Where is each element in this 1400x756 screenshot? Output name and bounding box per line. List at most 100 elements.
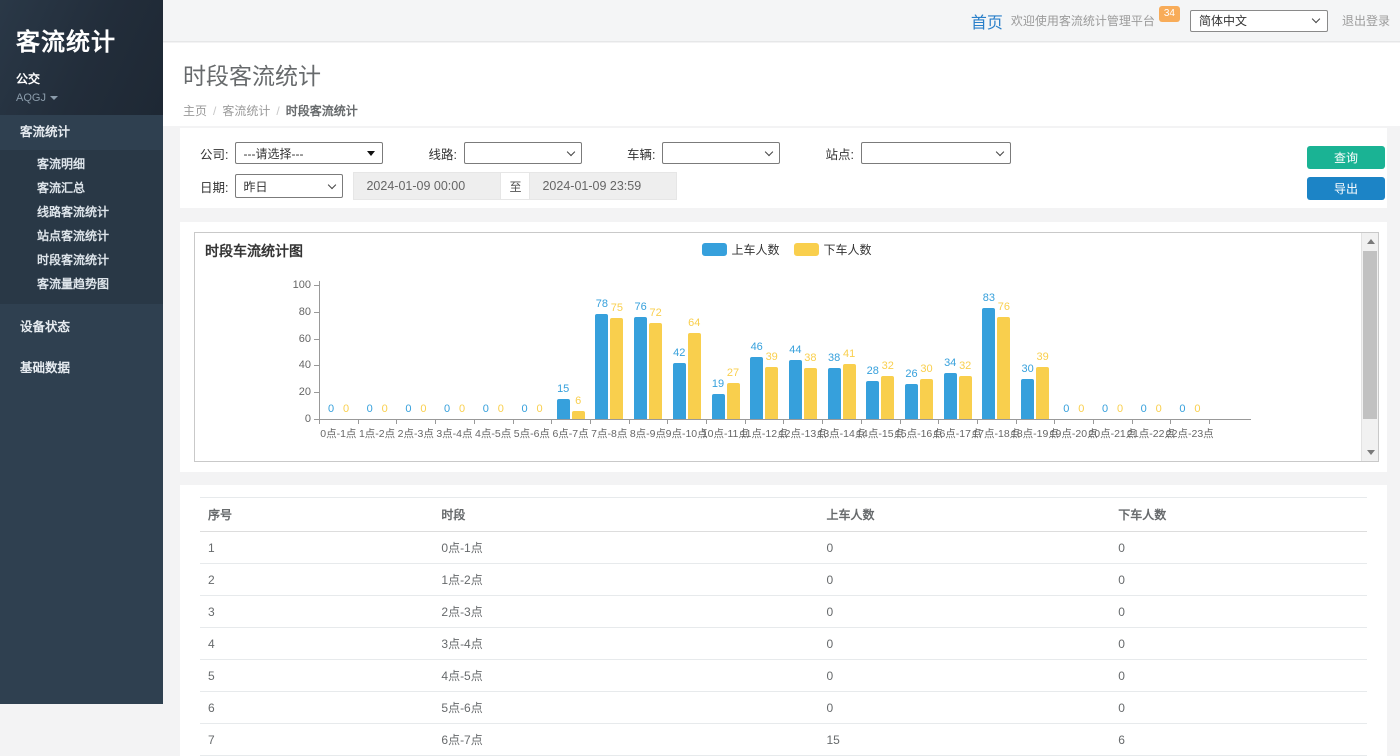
bar-alighting (765, 367, 778, 419)
sidebar-item-3[interactable]: 基础数据 (0, 351, 163, 386)
table-row: 43点-4点00 (200, 628, 1367, 660)
bar-boarding (595, 314, 608, 419)
sidebar-subitem-2[interactable]: 客流汇总 (0, 176, 163, 200)
x-category-label: 4点-5点 (475, 426, 511, 441)
date-preset-select[interactable]: 昨日 (235, 174, 343, 198)
sidebar-subitem-3[interactable]: 线路客流统计 (0, 200, 163, 224)
table-cell: 0 (819, 564, 1111, 596)
sidebar-subitem-1[interactable]: 客流明细 (0, 152, 163, 176)
x-category-label: 5点-6点 (514, 426, 550, 441)
table-row: 54点-5点00 (200, 660, 1367, 692)
table-cell: 6 (200, 692, 433, 724)
topbar: 首页 欢迎使用客流统计管理平台 34 简体中文 退出登录 (163, 0, 1400, 42)
y-tick (314, 365, 319, 366)
column-header-4: 下车人数 (1110, 498, 1367, 532)
legend-item-2[interactable]: 下车人数 (794, 241, 872, 258)
table-cell: 0 (1110, 532, 1367, 564)
bar-value-label: 76 (987, 301, 1021, 313)
bar-value-label: 0 (1180, 403, 1214, 415)
export-button[interactable]: 导出 (1307, 177, 1385, 200)
breadcrumb-item[interactable]: 主页 (183, 104, 207, 118)
welcome-text: 欢迎使用客流统计管理平台 (1011, 12, 1155, 29)
date-from-input[interactable]: 2024-01-09 00:00 (353, 172, 501, 200)
y-axis (319, 281, 320, 419)
x-tick (1132, 419, 1133, 424)
bar-boarding (944, 373, 957, 419)
date-to-input[interactable]: 2024-01-09 23:59 (529, 172, 677, 200)
notification-badge[interactable]: 34 (1159, 6, 1180, 22)
chevron-down-icon (328, 180, 336, 188)
bar-boarding (828, 368, 841, 419)
scrollbar-thumb[interactable] (1363, 251, 1377, 419)
caret-down-icon (50, 96, 58, 100)
bar-boarding (982, 308, 995, 419)
dropdown-arrow-icon (367, 151, 375, 156)
table-panel: 序号时段上车人数下车人数 10点-1点0021点-2点0032点-3点0043点… (180, 485, 1387, 756)
sidebar-subitem-6[interactable]: 客流量趋势图 (0, 272, 163, 296)
bar-alighting (1036, 367, 1049, 419)
legend-item-1[interactable]: 上车人数 (701, 241, 779, 258)
legend-label: 下车人数 (824, 241, 872, 258)
bar-boarding (866, 381, 879, 419)
x-tick (358, 419, 359, 424)
line-label: 线路: (428, 144, 456, 163)
column-header-1: 序号 (200, 498, 433, 532)
bar-boarding (750, 357, 763, 419)
vehicle-select[interactable] (662, 142, 780, 164)
y-tick-label: 0 (281, 413, 311, 425)
table-cell: 6 (1110, 724, 1367, 756)
table-row: 65点-6点00 (200, 692, 1367, 724)
chevron-down-icon (567, 147, 575, 155)
y-tick-label: 100 (281, 279, 311, 291)
sidebar-item-1[interactable]: 客流统计 (0, 115, 163, 150)
breadcrumb-item[interactable]: 客流统计 (222, 104, 270, 118)
breadcrumb-separator: / (276, 104, 279, 118)
user-dropdown[interactable]: AQGJ (16, 92, 147, 104)
breadcrumb-separator: / (213, 104, 216, 118)
bar-alighting (610, 318, 623, 419)
table-cell: 0 (1110, 628, 1367, 660)
sidebar-subitem-4[interactable]: 站点客流统计 (0, 224, 163, 248)
x-tick (900, 419, 901, 424)
logout-link[interactable]: 退出登录 (1342, 12, 1390, 29)
line-select[interactable] (464, 142, 582, 164)
bar-alighting (997, 317, 1010, 419)
x-tick (822, 419, 823, 424)
y-tick (314, 392, 319, 393)
chart: 时段车流统计图 上车人数下车人数 0204060801000点-1点001点-2… (194, 232, 1379, 462)
x-tick (1016, 419, 1017, 424)
date-label: 日期: (200, 177, 228, 196)
column-header-2: 时段 (433, 498, 818, 532)
bar-value-label: 41 (832, 348, 866, 360)
table-cell: 1 (200, 532, 433, 564)
chart-title: 时段车流统计图 (205, 241, 303, 261)
sidebar-header: 客流统计 公交 AQGJ (0, 0, 163, 115)
bar-alighting (843, 364, 856, 419)
company-select[interactable]: ---请选择--- (235, 142, 383, 164)
station-select[interactable] (861, 142, 1011, 164)
language-select[interactable]: 简体中文 (1190, 10, 1328, 32)
table-cell: 0 (819, 532, 1111, 564)
chart-panel: 时段车流统计图 上车人数下车人数 0204060801000点-1点001点-2… (180, 222, 1387, 472)
sidebar-item-2[interactable]: 设备状态 (0, 310, 163, 345)
bar-value-label: 64 (677, 317, 711, 329)
table-row: 21点-2点00 (200, 564, 1367, 596)
scrollbar-up-icon[interactable] (1362, 233, 1379, 250)
table-row: 32点-3点00 (200, 596, 1367, 628)
home-link[interactable]: 首页 (971, 9, 1003, 33)
scrollbar-down-icon[interactable] (1362, 444, 1379, 461)
bar-value-label: 15 (546, 383, 580, 395)
y-tick-label: 20 (281, 386, 311, 398)
legend-label: 上车人数 (731, 241, 779, 258)
bar-boarding (789, 360, 802, 419)
chevron-down-icon (996, 147, 1004, 155)
page-title: 时段客流统计 (183, 57, 1400, 91)
chart-scrollbar[interactable] (1361, 233, 1378, 461)
search-button[interactable]: 查询 (1307, 146, 1385, 169)
sidebar-subitem-5[interactable]: 时段客流统计 (0, 248, 163, 272)
bar-boarding (673, 363, 686, 419)
x-tick (396, 419, 397, 424)
bar-alighting (881, 376, 894, 419)
bar-value-label: 32 (948, 360, 982, 372)
y-tick (314, 312, 319, 313)
